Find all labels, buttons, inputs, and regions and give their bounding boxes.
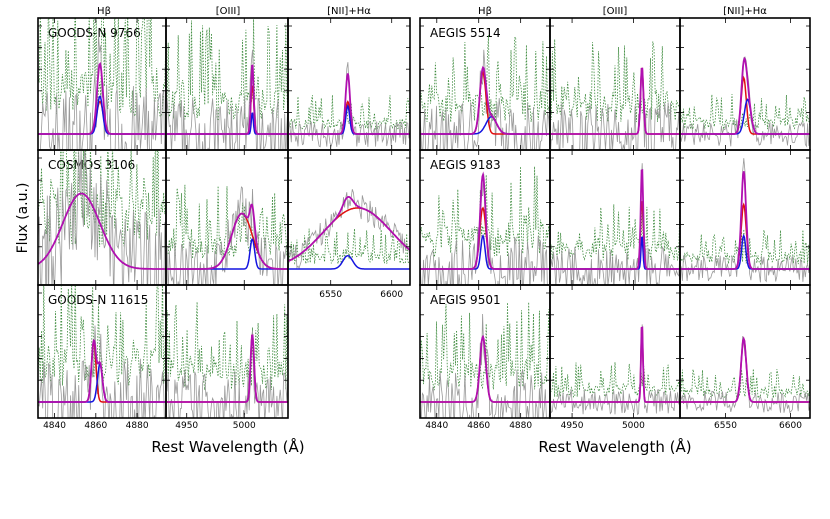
panel-aegis-9501-hb	[419, 284, 551, 419]
error-spectrum	[166, 19, 288, 121]
total-fit	[680, 171, 810, 270]
panel-goods-n-11615-hb	[37, 284, 167, 419]
error-spectrum	[166, 301, 288, 391]
total-fit	[166, 203, 288, 270]
panel-aegis-5514-hb	[419, 17, 551, 151]
data-spectrum	[680, 56, 810, 148]
x-axis-label-left: Rest Wavelength (Å)	[151, 437, 304, 456]
x-tick-label: 4950	[561, 421, 584, 431]
panel-goods-n-9766-oiii	[165, 17, 289, 151]
column-header-hb-left: Hβ	[97, 6, 111, 17]
x-tick-label: 6550	[714, 421, 737, 431]
data-spectrum	[39, 33, 166, 150]
panel-aegis-9183-nii	[679, 149, 811, 286]
total-fit	[38, 338, 166, 403]
panel-goods-n-9766-nii	[287, 17, 411, 151]
data-spectrum	[38, 325, 165, 418]
total-fit	[420, 65, 550, 135]
panel-group: GOODS-N 9766 COSMOS 3106 GOODS-N 11615 AEGI…	[37, 17, 811, 431]
object-label-cosmos-3106: COSMOS 3106	[48, 158, 135, 172]
x-tick-label: 5000	[233, 421, 256, 431]
object-label-goods-n-11615: GOODS-N 11615	[48, 293, 148, 307]
error-spectrum	[420, 166, 550, 258]
panel-goods-n-11615-oiii	[165, 284, 289, 419]
panel-frame	[165, 284, 289, 419]
panel-aegis-5514-oiii	[549, 17, 681, 151]
x-tick-label: 4860	[467, 421, 490, 431]
panel-aegis-9183-hb	[419, 149, 551, 286]
x-tick-label: 4880	[509, 421, 532, 431]
x-tick-label: 4880	[126, 421, 149, 431]
total-fit	[38, 192, 166, 270]
total-fit	[680, 56, 810, 135]
object-label-aegis-9183: AEGIS 9183	[430, 158, 501, 172]
total-fit	[288, 196, 410, 263]
error-spectrum	[420, 302, 550, 391]
x-tick-label: 4840	[43, 421, 66, 431]
x-tick-label: 4950	[175, 421, 198, 431]
narrow-component-fit	[288, 207, 410, 262]
x-tick-label: 4840	[425, 421, 448, 431]
data-spectrum	[550, 74, 680, 150]
data-spectrum	[550, 324, 680, 416]
data-spectrum	[166, 49, 288, 150]
total-fit	[420, 171, 550, 270]
panel-aegis-9501-oiii	[549, 284, 681, 419]
error-spectrum	[680, 94, 810, 130]
total-fit	[38, 61, 166, 135]
data-spectrum	[420, 49, 550, 150]
column-header-nii-left: [NII]+Hα	[327, 6, 371, 17]
column-header-hb-right: Hβ	[478, 6, 492, 17]
total-fit	[166, 64, 288, 135]
data-spectrum	[288, 189, 410, 270]
x-tick-label: 4860	[84, 421, 107, 431]
error-spectrum	[166, 184, 288, 259]
narrow-component-fit	[288, 100, 410, 135]
x-tick-label: 6600	[380, 290, 403, 300]
error-spectrum	[288, 94, 410, 131]
object-label-aegis-5514: AEGIS 5514	[430, 26, 501, 40]
broad-component-fit	[420, 115, 550, 135]
total-fit	[420, 334, 550, 403]
x-tick-label: 5000	[622, 421, 645, 431]
object-label-aegis-9501: AEGIS 9501	[430, 293, 501, 307]
y-axis-label: Flux (a.u.)	[15, 183, 31, 254]
panel-aegis-9501-nii	[679, 284, 811, 419]
x-tick-label: 6600	[779, 421, 802, 431]
x-tick-label: 6550	[319, 290, 342, 300]
panel-frame	[287, 149, 411, 286]
total-fit	[550, 169, 680, 270]
total-fit	[680, 336, 810, 403]
column-header-oiii-right: [OIII]	[603, 6, 628, 17]
narrow-component-fit	[680, 202, 810, 270]
object-label-goods-n-9766: GOODS-N 9766	[48, 26, 141, 40]
panel-aegis-9183-oiii	[549, 149, 681, 286]
panel-aegis-5514-nii	[679, 17, 811, 151]
panel-cosmos-3106-nii	[287, 149, 411, 286]
total-fit	[550, 326, 680, 403]
data-spectrum	[166, 330, 288, 418]
error-spectrum	[680, 368, 810, 400]
total-fit	[166, 334, 288, 403]
error-spectrum	[38, 285, 166, 386]
data-spectrum	[680, 158, 810, 283]
x-axis-label-right: Rest Wavelength (Å)	[538, 437, 691, 456]
broad-component-fit	[288, 254, 410, 270]
data-spectrum	[420, 313, 550, 418]
error-spectrum	[680, 229, 810, 266]
column-header-nii-right: [NII]+Hα	[723, 6, 767, 17]
column-header-oiii-left: [OIII]	[216, 6, 241, 17]
error-spectrum	[550, 362, 680, 398]
data-spectrum	[550, 163, 680, 285]
error-spectrum	[420, 34, 550, 123]
panel-cosmos-3106-oiii	[165, 149, 289, 286]
total-fit	[550, 67, 680, 135]
panel-frame	[679, 284, 811, 419]
total-fit	[288, 73, 410, 135]
